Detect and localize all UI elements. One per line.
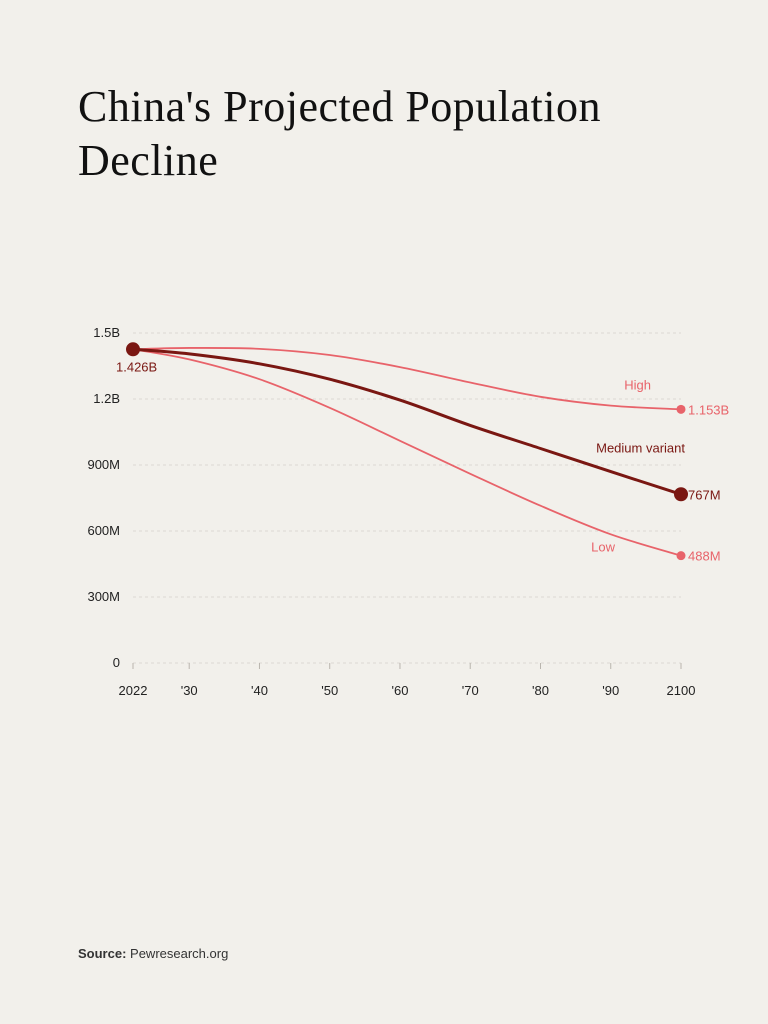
x-tick-label: '60 [391, 683, 408, 698]
chart-title: China's Projected Population Decline [78, 82, 601, 185]
x-tick-label: 2100 [667, 683, 696, 698]
end-point-high [676, 404, 686, 414]
start-value-label: 1.426B [116, 359, 157, 374]
source-text: Pewresearch.org [130, 946, 229, 961]
series-line-low [132, 348, 682, 557]
y-tick-label: 900M [87, 457, 120, 472]
series-name-label-medium: Medium variant [596, 440, 685, 455]
x-tick-label: '30 [181, 683, 198, 698]
y-tick-label: 1.5B [93, 325, 120, 340]
end-value-label-low: 488M [688, 549, 721, 564]
y-tick-label: 300M [87, 589, 120, 604]
data-labels: 1.153B High 488M Low 767M Medium variant 1.426… [116, 359, 729, 563]
series-line-high [132, 346, 682, 411]
series-name-label-high: High [624, 377, 651, 392]
source-label: Source: [78, 946, 127, 961]
series-name-label-low: Low [591, 540, 615, 555]
start-point [126, 342, 140, 357]
x-tick-label: '90 [602, 683, 619, 698]
x-tick-label: '50 [321, 683, 338, 698]
source-note: Source: Pewresearch.org [78, 946, 228, 961]
end-point-low [676, 551, 686, 561]
series-line-medium [131, 347, 683, 496]
end-value-label-high: 1.153B [688, 402, 729, 417]
x-tick-label: '40 [251, 683, 268, 698]
end-point-medium [674, 487, 688, 502]
end-value-label-medium: 767M [688, 487, 721, 502]
x-tick-label: 2022 [119, 683, 148, 698]
x-tick-label: '70 [462, 683, 479, 698]
y-tick-label: 600M [87, 523, 120, 538]
axes: 0 300M 600M 900M 1.2B 1.5B 2022 '30 '40 '50 '60 '70… [87, 325, 695, 698]
y-tick-label: 1.2B [93, 391, 120, 406]
x-tick-label: '80 [532, 683, 549, 698]
series-lines [126, 342, 688, 561]
y-tick-label: 0 [113, 655, 120, 670]
gridlines [133, 332, 681, 598]
